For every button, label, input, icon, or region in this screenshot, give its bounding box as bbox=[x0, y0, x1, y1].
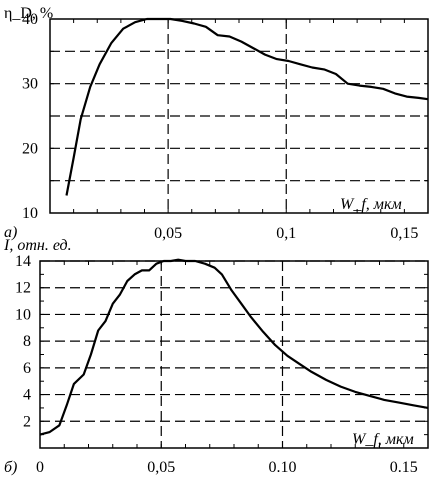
panel-b-label: б) bbox=[4, 459, 17, 476]
panel-a-xtick-label: 0,15 bbox=[390, 225, 418, 242]
panel-a-xlabel: W_f, мкм bbox=[340, 196, 402, 213]
panel-b: I, отн. ед. б) W_f, мкм 2 4 6 8 10 12 14 0 0,05 0… bbox=[3, 237, 429, 476]
panel-b-ytick-label: 12 bbox=[15, 280, 31, 297]
panel-a-label: а) bbox=[4, 224, 17, 241]
panel-b-ytick-label: 2 bbox=[23, 413, 31, 430]
panel-b-xtick-label: 0.15 bbox=[390, 459, 418, 476]
panel-b-xtick-label: 0.10 bbox=[269, 459, 297, 476]
panel-b-ytick-label: 6 bbox=[23, 360, 31, 377]
panel-a-series-line bbox=[65, 17, 429, 196]
panel-a-ytick-label: 10 bbox=[22, 205, 38, 222]
panel-a: η_D, % а) W_f, мкм 10 20 30 40 0,05 0,1 0,15 bbox=[4, 5, 429, 242]
panel-b-xlabel: W_f, мкм bbox=[352, 431, 414, 448]
panel-a-ylabel: η_D, % bbox=[4, 5, 53, 22]
panel-a-ytick-label: 20 bbox=[22, 140, 38, 157]
panel-b-ytick-label: 4 bbox=[23, 387, 31, 404]
panel-a-xtick-label: 0,1 bbox=[276, 225, 296, 242]
panel-a-xtick-label: 0,05 bbox=[154, 225, 182, 242]
panel-b-xtick-label: 0,05 bbox=[147, 459, 175, 476]
panel-b-ylabel: I, отн. ед. bbox=[3, 237, 72, 254]
panel-b-ytick-label: 14 bbox=[15, 253, 31, 270]
panel-a-ytick-label: 30 bbox=[22, 76, 38, 93]
panel-b-frame bbox=[39, 260, 429, 449]
panel-a-ytick-label: 40 bbox=[22, 11, 38, 28]
panel-b-ytick-label: 10 bbox=[15, 306, 31, 323]
panel-b-ytick-label: 8 bbox=[23, 333, 31, 350]
panel-b-xtick-label: 0 bbox=[36, 459, 44, 476]
panel-b-series-line bbox=[39, 258, 429, 436]
